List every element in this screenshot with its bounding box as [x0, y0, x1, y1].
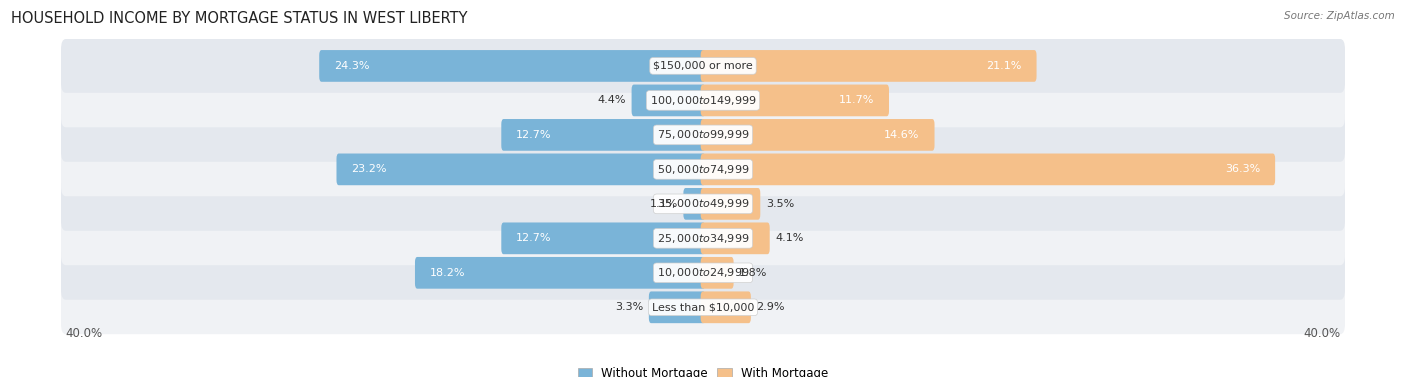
FancyBboxPatch shape [60, 143, 1346, 196]
Text: 36.3%: 36.3% [1225, 164, 1260, 175]
Text: $35,000 to $49,999: $35,000 to $49,999 [657, 197, 749, 210]
Text: 3.3%: 3.3% [614, 302, 644, 312]
FancyBboxPatch shape [700, 188, 761, 220]
Text: $100,000 to $149,999: $100,000 to $149,999 [650, 94, 756, 107]
Text: 11.7%: 11.7% [839, 95, 875, 106]
Legend: Without Mortgage, With Mortgage: Without Mortgage, With Mortgage [574, 362, 832, 377]
FancyBboxPatch shape [700, 291, 751, 323]
FancyBboxPatch shape [319, 50, 706, 82]
Text: Less than $10,000: Less than $10,000 [652, 302, 754, 312]
FancyBboxPatch shape [631, 84, 706, 116]
Text: 40.0%: 40.0% [66, 327, 103, 340]
FancyBboxPatch shape [700, 257, 734, 289]
FancyBboxPatch shape [60, 108, 1346, 162]
FancyBboxPatch shape [60, 280, 1346, 334]
FancyBboxPatch shape [700, 84, 889, 116]
Text: 4.4%: 4.4% [598, 95, 626, 106]
Text: 40.0%: 40.0% [1303, 327, 1340, 340]
Text: 24.3%: 24.3% [335, 61, 370, 71]
Text: 12.7%: 12.7% [516, 130, 551, 140]
Text: Source: ZipAtlas.com: Source: ZipAtlas.com [1284, 11, 1395, 21]
FancyBboxPatch shape [60, 74, 1346, 127]
Text: $150,000 or more: $150,000 or more [654, 61, 752, 71]
Text: 21.1%: 21.1% [986, 61, 1022, 71]
FancyBboxPatch shape [336, 153, 706, 185]
Text: 2.9%: 2.9% [756, 302, 785, 312]
Text: 4.1%: 4.1% [775, 233, 804, 243]
FancyBboxPatch shape [700, 153, 1275, 185]
Text: $25,000 to $34,999: $25,000 to $34,999 [657, 232, 749, 245]
Text: $50,000 to $74,999: $50,000 to $74,999 [657, 163, 749, 176]
FancyBboxPatch shape [502, 119, 706, 151]
Text: $10,000 to $24,999: $10,000 to $24,999 [657, 266, 749, 279]
FancyBboxPatch shape [502, 222, 706, 254]
Text: HOUSEHOLD INCOME BY MORTGAGE STATUS IN WEST LIBERTY: HOUSEHOLD INCOME BY MORTGAGE STATUS IN W… [11, 11, 468, 26]
FancyBboxPatch shape [648, 291, 706, 323]
Text: $75,000 to $99,999: $75,000 to $99,999 [657, 129, 749, 141]
Text: 14.6%: 14.6% [884, 130, 920, 140]
Text: 3.5%: 3.5% [766, 199, 794, 209]
FancyBboxPatch shape [60, 246, 1346, 300]
Text: 12.7%: 12.7% [516, 233, 551, 243]
FancyBboxPatch shape [700, 222, 769, 254]
Text: 1.1%: 1.1% [650, 199, 678, 209]
FancyBboxPatch shape [60, 39, 1346, 93]
FancyBboxPatch shape [60, 177, 1346, 231]
Text: 1.8%: 1.8% [740, 268, 768, 278]
FancyBboxPatch shape [60, 211, 1346, 265]
FancyBboxPatch shape [700, 50, 1036, 82]
FancyBboxPatch shape [415, 257, 706, 289]
FancyBboxPatch shape [700, 119, 935, 151]
Text: 23.2%: 23.2% [352, 164, 387, 175]
FancyBboxPatch shape [683, 188, 706, 220]
Text: 18.2%: 18.2% [430, 268, 465, 278]
